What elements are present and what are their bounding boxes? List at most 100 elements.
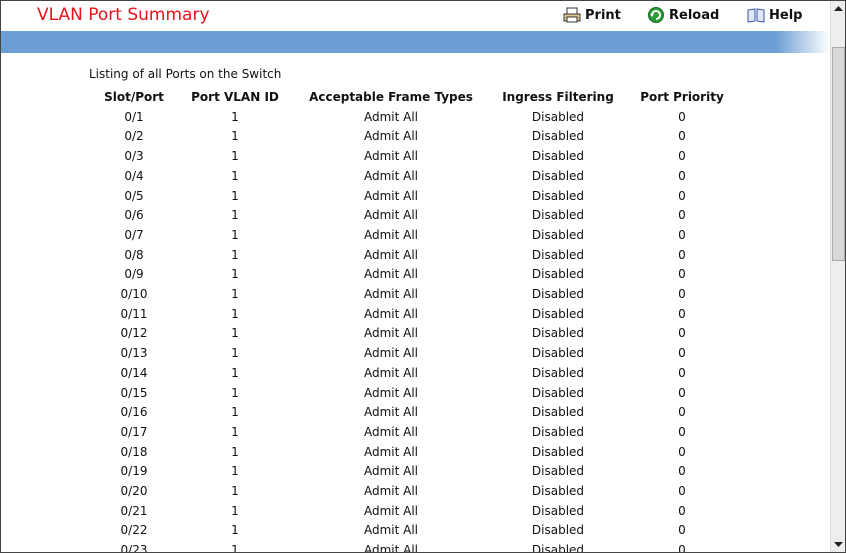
table-cell: Admit All — [363, 385, 419, 400]
table-cell: 0/8 — [124, 247, 144, 262]
table-cell: 0/14 — [120, 365, 148, 380]
table-cell: 0/16 — [120, 405, 148, 420]
table-cell: 1 — [231, 306, 239, 321]
table-cell: Disabled — [531, 365, 585, 380]
table-cell: Disabled — [531, 247, 585, 262]
table-cell: Disabled — [531, 306, 585, 321]
table-cell: 0 — [678, 405, 686, 420]
table-cell: 1 — [231, 149, 239, 164]
scrollbar[interactable] — [830, 1, 845, 552]
table-cell: 0/21 — [120, 503, 148, 518]
table-cell: 1 — [231, 444, 239, 459]
table-cell: 0 — [678, 267, 686, 282]
table-cell: 0 — [678, 287, 686, 302]
table-cell: Disabled — [531, 543, 585, 553]
table-cell: Admit All — [363, 346, 419, 361]
header-band — [1, 31, 830, 53]
table-cell: 0 — [678, 149, 686, 164]
table-cell: 1 — [231, 464, 239, 479]
table-cell: Disabled — [531, 523, 585, 538]
table-row: 0/4 1 Admit All Disabled 0 — [89, 167, 739, 187]
table-cell: Admit All — [363, 484, 419, 499]
table-cell: 0/1 — [124, 109, 144, 124]
help-label: Help — [769, 7, 803, 23]
table-cell: Disabled — [531, 405, 585, 420]
table-cell: Disabled — [531, 227, 585, 242]
table-cell: 1 — [231, 109, 239, 124]
print-button[interactable]: Print — [563, 7, 621, 23]
table-cell: 0 — [678, 503, 686, 518]
table-cell: Disabled — [531, 129, 585, 144]
table-row: 0/14 1 Admit All Disabled 0 — [89, 364, 739, 384]
table-cell: Disabled — [531, 208, 585, 223]
scroll-up[interactable] — [831, 1, 845, 16]
table-cell: 0/10 — [120, 287, 148, 302]
port-table: Slot/Port Port VLAN ID Acceptable Frame Ty… — [89, 88, 739, 553]
table-cell: 0/23 — [120, 543, 148, 553]
scroll-thumb[interactable] — [832, 47, 845, 261]
table-cell: 1 — [231, 168, 239, 183]
table-cell: 0/19 — [120, 464, 148, 479]
table-cell: Admit All — [363, 168, 419, 183]
table-cell: 0 — [678, 346, 686, 361]
table-cell: Admit All — [363, 267, 419, 282]
table-cell: 1 — [231, 247, 239, 262]
table-cell: 0 — [678, 385, 686, 400]
table-row: 0/16 1 Admit All Disabled 0 — [89, 403, 739, 423]
table-cell: 0 — [678, 109, 686, 124]
table-cell: 0 — [678, 523, 686, 538]
table-cell: 0/12 — [120, 326, 148, 341]
table-cell: 0/9 — [124, 267, 144, 282]
table-cell: 0/7 — [124, 227, 144, 242]
table-cell: Admit All — [363, 109, 419, 124]
table-cell: 0 — [678, 464, 686, 479]
table-cell: 0/4 — [124, 168, 144, 183]
table-cell: Admit All — [363, 247, 419, 262]
table-row: 0/22 1 Admit All Disabled 0 — [89, 521, 739, 541]
table-cell: 0/3 — [124, 149, 144, 164]
table-cell: 0 — [678, 188, 686, 203]
table-cell: 1 — [231, 503, 239, 518]
table-cell: 0 — [678, 227, 686, 242]
table-cell: Disabled — [531, 346, 585, 361]
table-cell: Admit All — [363, 287, 419, 302]
table-body: 0/1 1 Admit All Disabled 0 0/2 1 Admit All Disab… — [89, 108, 739, 553]
table-row: 0/5 1 Admit All Disabled 0 — [89, 187, 739, 207]
reload-button[interactable]: Reload — [647, 7, 719, 23]
table-cell: Admit All — [363, 129, 419, 144]
up-arrow-icon — [834, 5, 843, 11]
table-row: 0/20 1 Admit All Disabled 0 — [89, 482, 739, 502]
table-cell: 1 — [231, 188, 239, 203]
table-cell: 1 — [231, 208, 239, 223]
table-row: 0/19 1 Admit All Disabled 0 — [89, 462, 739, 482]
table-cell: 1 — [231, 267, 239, 282]
table-cell: 1 — [231, 484, 239, 499]
header-row: Slot/Port Port VLAN ID Acceptable Frame Ty… — [89, 88, 739, 108]
help-button[interactable]: Help — [747, 7, 802, 23]
table-cell: 0 — [678, 168, 686, 183]
column-header: Slot/Port — [104, 90, 164, 104]
table-cell: 0/13 — [120, 346, 148, 361]
table-row: 0/9 1 Admit All Disabled 0 — [89, 265, 739, 285]
table-cell: 1 — [231, 385, 239, 400]
table-row: 0/21 1 Admit All Disabled 0 — [89, 502, 739, 522]
table-row: 0/11 1 Admit All Disabled 0 — [89, 305, 739, 325]
table-cell: Disabled — [531, 109, 585, 124]
table-cell: Admit All — [363, 543, 419, 553]
table-row: 0/1 1 Admit All Disabled 0 — [89, 108, 739, 128]
table-cell: Disabled — [531, 503, 585, 518]
scroll-down[interactable] — [831, 537, 845, 552]
table-cell: Disabled — [531, 149, 585, 164]
table-cell: 0/15 — [120, 385, 148, 400]
table-cell: 1 — [231, 543, 239, 553]
table-cell: Disabled — [531, 168, 585, 183]
table-cell: 0 — [678, 306, 686, 321]
page-title: VLAN Port Summary — [37, 5, 210, 25]
table-cell: 0 — [678, 444, 686, 459]
table-row: 0/17 1 Admit All Disabled 0 — [89, 423, 739, 443]
table-cell: Disabled — [531, 444, 585, 459]
table-row: 0/15 1 Admit All Disabled 0 — [89, 384, 739, 404]
table-cell: 0 — [678, 129, 686, 144]
down-arrow-icon — [834, 541, 843, 547]
